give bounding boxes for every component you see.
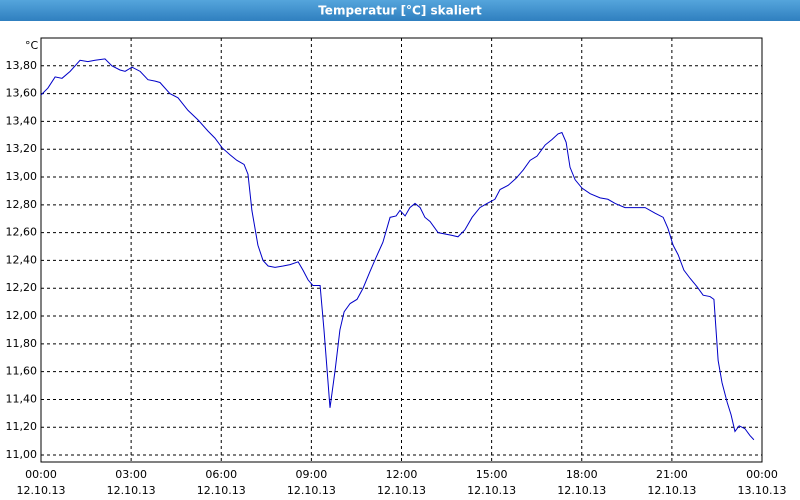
y-tick-label: 13,60 <box>6 87 38 100</box>
x-tick-date: 12.10.13 <box>557 484 606 497</box>
y-tick-label: 13,20 <box>6 142 38 155</box>
x-tick-label: 00:00 <box>25 468 57 481</box>
x-tick-label: 06:00 <box>205 468 237 481</box>
x-tick-label: 18:00 <box>566 468 598 481</box>
y-tick-label: 13,80 <box>6 59 38 72</box>
y-tick-label: 13,40 <box>6 114 38 127</box>
y-tick-label: 12,60 <box>6 226 38 239</box>
y-tick-label: 13,00 <box>6 170 38 183</box>
chart-title: Temperatur [°C] skaliert <box>318 4 482 18</box>
y-tick-label: 12,20 <box>6 281 38 294</box>
y-tick-label: 12,40 <box>6 253 38 266</box>
y-tick-label: 11,20 <box>6 420 38 433</box>
y-tick-label: 11,60 <box>6 365 38 378</box>
series-line <box>40 58 755 441</box>
x-tick-date: 12.10.13 <box>467 484 516 497</box>
x-tick-date: 12.10.13 <box>287 484 336 497</box>
x-tick-label: 21:00 <box>656 468 688 481</box>
x-tick-date: 12.10.13 <box>647 484 696 497</box>
x-tick-date: 12.10.13 <box>107 484 156 497</box>
x-tick-label: 03:00 <box>115 468 147 481</box>
y-tick-label: 11,80 <box>6 337 38 350</box>
y-tick-label: 12,00 <box>6 309 38 322</box>
x-tick-date: 13.10.13 <box>738 484 787 497</box>
y-tick-label: 11,00 <box>6 448 38 461</box>
x-tick-date: 12.10.13 <box>197 484 246 497</box>
x-tick-label: 15:00 <box>476 468 508 481</box>
title-bar <box>0 0 800 21</box>
y-unit: °C <box>25 39 39 52</box>
x-tick-label: 12:00 <box>386 468 418 481</box>
y-tick-label: 11,40 <box>6 392 38 405</box>
x-tick-date: 12.10.13 <box>17 484 66 497</box>
x-tick-date: 12.10.13 <box>377 484 426 497</box>
x-tick-label: 00:00 <box>746 468 778 481</box>
y-tick-label: 12,80 <box>6 198 38 211</box>
x-tick-label: 09:00 <box>296 468 328 481</box>
